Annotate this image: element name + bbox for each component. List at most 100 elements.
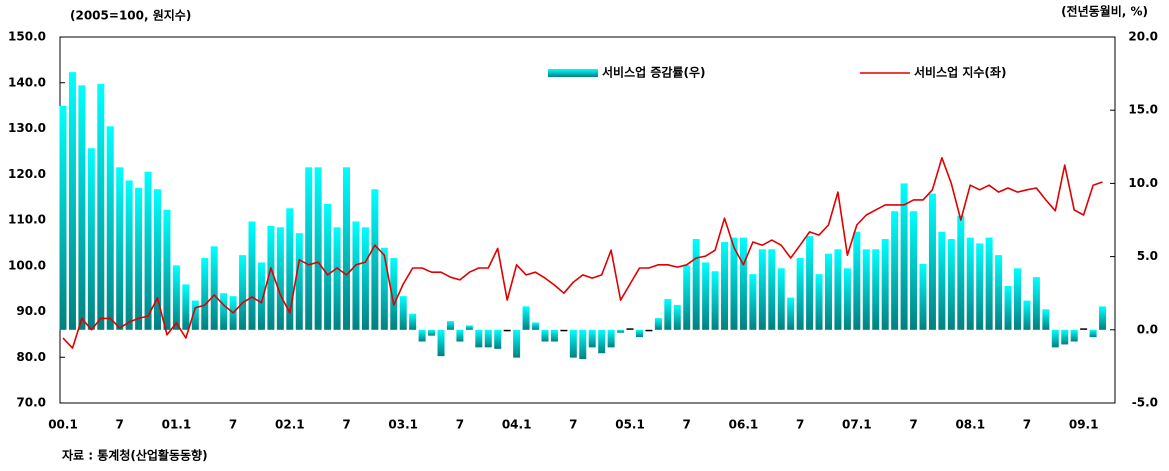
bar: [267, 225, 275, 330]
bar: [635, 329, 643, 338]
bar: [579, 329, 587, 360]
bar: [664, 299, 672, 330]
bar: [352, 221, 360, 330]
bar: [758, 249, 766, 330]
bar: [654, 318, 662, 330]
bar: [154, 189, 162, 330]
bar: [995, 255, 1003, 330]
bar: [286, 208, 294, 330]
bar: [210, 246, 218, 330]
bar: [257, 262, 265, 330]
y-tick-label: 90.0: [16, 304, 46, 318]
y2-axis-label: (전년동월비, %): [1061, 4, 1148, 19]
bar: [768, 249, 776, 330]
x-tick-label: 7: [342, 418, 350, 432]
bar: [957, 215, 965, 330]
bar: [1080, 328, 1088, 330]
bar: [418, 329, 426, 342]
bar: [295, 233, 303, 330]
legend-label: 서비스업 증감률(우): [602, 65, 705, 80]
y-tick-label: 150.0: [8, 30, 46, 44]
x-tick-label: 07.1: [842, 418, 872, 432]
bar: [532, 322, 540, 330]
y2-tick-label: 20.0: [1128, 30, 1158, 44]
x-tick-label: 7: [796, 418, 804, 432]
bar: [739, 237, 747, 330]
bar: [938, 231, 946, 330]
x-tick-label: 03.1: [388, 418, 418, 432]
legend-swatch: [548, 69, 598, 77]
bar: [494, 329, 502, 349]
y-tick-label: 110.0: [8, 213, 46, 227]
bar: [1061, 329, 1069, 345]
bar: [324, 203, 332, 330]
bar: [872, 249, 880, 330]
x-tick-label: 09.1: [1069, 418, 1099, 432]
bar: [1099, 306, 1107, 330]
bar: [607, 329, 615, 348]
bar: [900, 183, 908, 330]
bar: [692, 239, 700, 330]
y2-tick-label: 10.0: [1128, 176, 1158, 190]
plot-frame: [59, 36, 1116, 404]
bar: [824, 253, 832, 330]
y-tick-label: 130.0: [8, 121, 46, 135]
y-tick-label: 70.0: [16, 396, 46, 410]
bar: [1023, 300, 1031, 330]
bar: [371, 189, 379, 330]
bar: [966, 237, 974, 330]
x-tick-label: 7: [569, 418, 577, 432]
bar: [626, 328, 634, 330]
bar: [985, 237, 993, 330]
bar: [428, 329, 436, 336]
bar: [59, 105, 67, 330]
bar: [702, 262, 710, 330]
bar: [1051, 329, 1059, 348]
bar: [390, 258, 398, 330]
y2-tick-label: 15.0: [1128, 103, 1158, 117]
y2-tick-label: -5.0: [1132, 396, 1158, 410]
bar: [446, 321, 454, 330]
bar: [465, 325, 473, 330]
bar: [1013, 268, 1021, 330]
x-tick-label: 7: [456, 418, 464, 432]
bar: [598, 329, 606, 354]
source-note: 자료 : 통계청(산업활동동향): [62, 448, 208, 463]
bar: [78, 85, 86, 330]
bar: [513, 329, 521, 358]
x-tick-label: 06.1: [729, 418, 759, 432]
bar: [248, 221, 256, 330]
x-tick-label: 05.1: [615, 418, 645, 432]
bar: [645, 329, 653, 332]
bar: [380, 247, 388, 330]
bar: [777, 268, 785, 330]
x-tick-label: 7: [683, 418, 691, 432]
bar: [172, 265, 180, 330]
bar: [305, 167, 313, 330]
bar: [135, 187, 143, 330]
y-tick-label: 140.0: [8, 75, 46, 89]
bar: [361, 227, 369, 330]
bar: [919, 263, 927, 330]
bar: [1042, 309, 1050, 330]
bar: [843, 268, 851, 330]
y-tick-label: 100.0: [8, 258, 46, 272]
x-tick-label: 7: [229, 418, 237, 432]
bar: [437, 329, 445, 357]
bar: [144, 171, 152, 330]
bar: [68, 72, 76, 330]
bar: [116, 167, 124, 330]
x-tick-label: 7: [116, 418, 124, 432]
bar: [220, 293, 228, 330]
bar: [683, 265, 691, 330]
y-tick-label: 80.0: [16, 350, 46, 364]
bar: [910, 211, 918, 330]
bar: [239, 255, 247, 330]
bar: [409, 313, 417, 330]
bar: [201, 258, 209, 330]
bar: [588, 329, 596, 348]
bar: [333, 227, 341, 330]
y2-tick-label: 5.0: [1137, 249, 1158, 263]
x-tick-label: 02.1: [275, 418, 305, 432]
